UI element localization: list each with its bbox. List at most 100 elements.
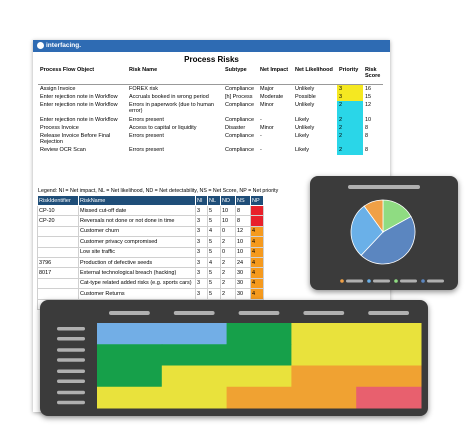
heatmap-cell xyxy=(291,323,357,345)
table-cell: 4 xyxy=(250,288,264,300)
table-cell: Customer Returns xyxy=(78,288,196,300)
column-header: Net Impact xyxy=(258,66,293,85)
table-cell: 30 xyxy=(235,288,251,300)
row-placeholder xyxy=(57,358,85,362)
table-cell: Compliance xyxy=(225,116,255,123)
column-header: Risk Name xyxy=(127,66,223,85)
table-cell: 15 xyxy=(365,93,372,100)
pie-slice xyxy=(360,216,416,265)
table-cell: Review OCR Scan xyxy=(40,147,86,154)
pie-chart xyxy=(340,199,444,283)
column-placeholder xyxy=(368,311,409,315)
table-cell: 12 xyxy=(365,101,372,108)
table-cell: 5 xyxy=(207,288,221,300)
table-cell: 2 xyxy=(220,288,236,300)
table-cell: Likely xyxy=(295,132,310,139)
table-cell xyxy=(37,277,79,290)
table-cell: 4 xyxy=(250,246,264,258)
heatmap-cell xyxy=(356,386,422,409)
heatmap-cell xyxy=(356,365,422,388)
table-cell: Errors present xyxy=(129,116,164,123)
legend-dot xyxy=(394,279,398,283)
table-cell: Enter rejection note in Workflow xyxy=(40,116,118,123)
heatmap-cell xyxy=(97,344,163,366)
pie-card xyxy=(310,176,458,290)
table-cell: - xyxy=(260,132,262,139)
table-cell: 12 xyxy=(235,225,251,238)
table-cell: Assign Invoice xyxy=(40,85,76,92)
heatmap-cell xyxy=(291,344,357,366)
table-cell: 4 xyxy=(250,225,264,238)
legend: Legend: NI = Net impact, NL = Net likeli… xyxy=(38,188,279,194)
table-cell: 2 xyxy=(337,131,363,147)
table-row: Customer privacy compromised 3 5 2 10 4 xyxy=(37,236,264,248)
table-cell: 5 xyxy=(207,236,221,248)
table-cell: 5 xyxy=(207,267,221,279)
table-cell xyxy=(37,288,79,300)
table-cell: 10 xyxy=(220,204,236,217)
table-cell: CP-20 xyxy=(37,215,79,227)
heatmap-cell xyxy=(226,386,292,409)
table-cell: 10 xyxy=(235,246,251,258)
table-cell: Cat-type related added risks (e.g. sport… xyxy=(78,277,196,290)
column-header: Subtype xyxy=(223,66,258,85)
table-cell: 8 xyxy=(235,204,251,217)
heatmap-cell xyxy=(291,365,357,388)
table-cell: Major xyxy=(260,85,274,92)
table-cell: Missed cut-off date xyxy=(78,204,196,217)
table-row: CP-10 Missed cut-off date 3 5 10 8 xyxy=(37,204,264,217)
table-cell: 8017 xyxy=(37,267,79,279)
table-row: Customer churn 3 4 0 12 4 xyxy=(37,225,264,238)
table-cell xyxy=(250,215,264,227)
table-row: 8017 External technological breach (hacki… xyxy=(37,267,264,279)
table-row: Cat-type related added risks (e.g. sport… xyxy=(37,277,264,290)
table-cell: Compliance xyxy=(225,101,255,108)
heatmap-cell xyxy=(97,365,163,388)
table-row: Assign Invoice FOREX risk Compliance Major U… xyxy=(38,84,383,94)
table-cell: CP-10 xyxy=(37,204,79,217)
table-cell: 3 xyxy=(195,288,208,300)
table-cell: 0 xyxy=(220,225,236,238)
column-placeholder xyxy=(238,311,280,315)
table-cell: Unlikely xyxy=(295,124,315,131)
table-row: CP-20 Reversals not done or not done in t… xyxy=(37,215,264,227)
table-row: Release Invoice Before Final Rejection Er… xyxy=(38,131,383,147)
table-cell: 30 xyxy=(235,267,251,279)
legend-dot xyxy=(340,279,344,283)
heatmap-cell xyxy=(97,386,163,409)
table-row: Enter rejection note in Workflow Errors i… xyxy=(38,101,383,116)
row-placeholder xyxy=(57,348,85,352)
table-cell: 5 xyxy=(207,277,221,290)
table-cell: 8 xyxy=(235,215,251,227)
pie-slice xyxy=(350,205,384,256)
table-row: Customer Returns 3 5 2 30 4 xyxy=(37,288,264,300)
table-cell: Likely xyxy=(295,147,310,154)
table-cell: 24 xyxy=(235,256,251,269)
table-cell: 3 xyxy=(195,215,208,227)
row-placeholder xyxy=(57,327,85,331)
table-cell: 3 xyxy=(195,204,208,217)
table-cell: Likely xyxy=(295,116,310,123)
table-cell: 2 xyxy=(220,277,236,290)
table-cell xyxy=(250,204,264,217)
column-placeholder xyxy=(303,311,345,315)
column-placeholder xyxy=(109,311,150,315)
table-cell: Accruals booked in wrong period xyxy=(129,93,209,100)
row-placeholder xyxy=(57,369,85,373)
placeholder-bar xyxy=(348,185,420,189)
heatmap-cell xyxy=(226,323,292,345)
table-cell: Errors present xyxy=(129,147,164,154)
legend-dot xyxy=(421,279,425,283)
table-cell: Moderate xyxy=(260,93,284,100)
table-cell: 3 xyxy=(195,267,208,279)
row-placeholder xyxy=(57,379,85,383)
table-cell: Compliance xyxy=(225,147,255,154)
table-cell: 3 xyxy=(337,84,363,94)
table-cell: 0 xyxy=(220,246,236,258)
table-cell: 8 xyxy=(365,147,369,154)
table-cell: Errors in paperwork (due to human error) xyxy=(129,101,214,115)
table-cell: - xyxy=(260,116,262,123)
column-header: Priority xyxy=(337,66,363,85)
table-cell xyxy=(37,236,79,248)
